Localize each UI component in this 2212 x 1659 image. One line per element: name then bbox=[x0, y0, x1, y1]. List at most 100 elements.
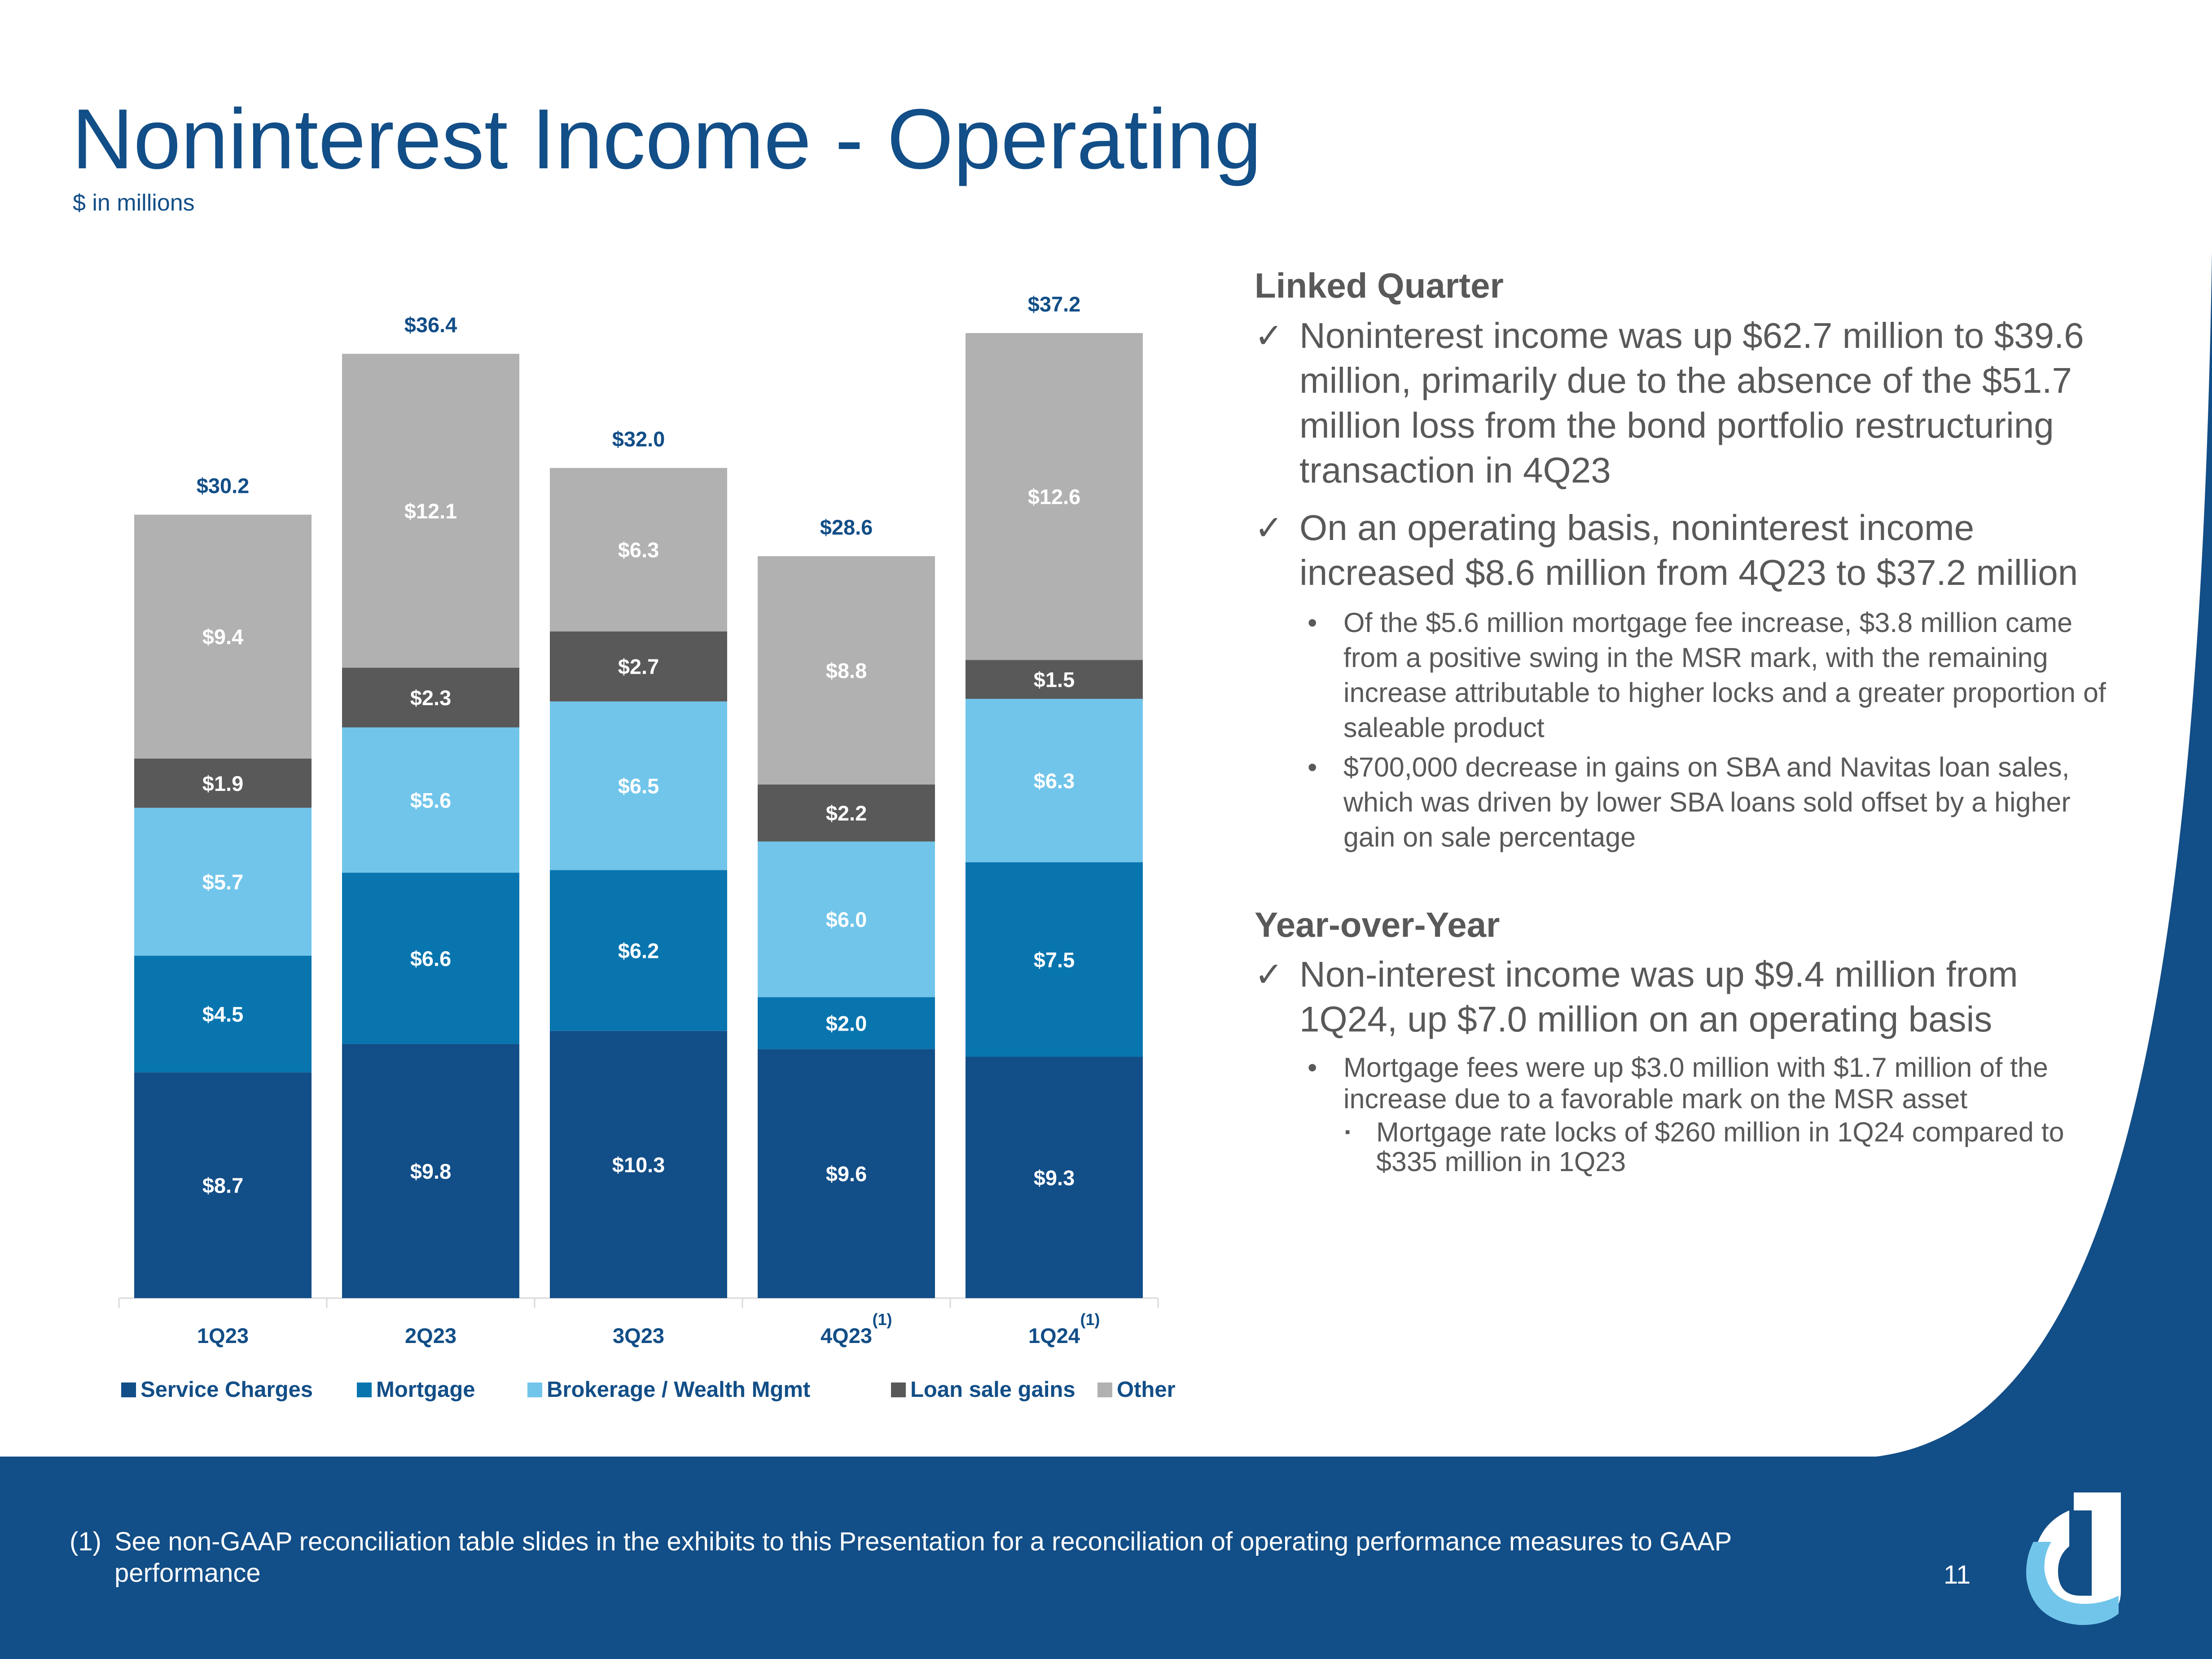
legend-item: Other bbox=[1097, 1377, 1176, 1402]
bar-segment bbox=[550, 468, 727, 632]
bar-value-label: $6.2 bbox=[618, 939, 659, 963]
bar-value-label: $6.6 bbox=[410, 947, 451, 970]
x-tick-label: 1Q23 bbox=[197, 1324, 249, 1347]
legend-item: Brokerage / Wealth Mgmt bbox=[527, 1377, 810, 1402]
footnote-text: See non-GAAP reconciliation table slides… bbox=[114, 1527, 1732, 1588]
bar-segment bbox=[758, 784, 935, 842]
bar-segment bbox=[966, 1057, 1143, 1298]
bar-value-label: $5.6 bbox=[410, 788, 451, 812]
footnote: (1) See non-GAAP reconciliation table sl… bbox=[70, 1526, 1843, 1589]
check-point: ✓ Noninterest income was up $62.7 millio… bbox=[1255, 313, 2107, 493]
bar-segment bbox=[758, 997, 935, 1049]
bullet-text: $700,000 decrease in gains on SBA and Na… bbox=[1343, 751, 2071, 852]
check-point-text: Non-interest income was up $9.4 million … bbox=[1299, 954, 2018, 1040]
bullet-point: • $700,000 decrease in gains on SBA and … bbox=[1304, 750, 2107, 855]
legend-swatch bbox=[891, 1382, 906, 1397]
footnote-number: (1) bbox=[70, 1527, 101, 1556]
footer-band bbox=[0, 1457, 2212, 1659]
bar-value-label: $1.5 bbox=[1034, 668, 1075, 692]
bullet-icon: • bbox=[1308, 1052, 1317, 1083]
bar-value-label: $8.7 bbox=[202, 1174, 243, 1198]
page-number: 11 bbox=[1944, 1560, 1971, 1589]
check-point: ✓ On an operating basis, noninterest inc… bbox=[1255, 505, 2107, 595]
bar-segment bbox=[758, 556, 935, 785]
commentary-panel: Linked Quarter ✓ Noninterest income was … bbox=[1255, 265, 2107, 1176]
legend-item: Loan sale gains bbox=[891, 1377, 1075, 1402]
square-bullet-icon: ▪ bbox=[1345, 1124, 1351, 1141]
x-tick-footnote: (1) bbox=[1080, 1310, 1100, 1329]
bar-segment bbox=[550, 701, 727, 870]
check-icon: ✓ bbox=[1255, 507, 1283, 548]
bar-segment bbox=[134, 808, 312, 956]
check-point-text: On an operating basis, noninterest incom… bbox=[1299, 507, 2078, 592]
bar-value-label: $12.1 bbox=[404, 499, 457, 523]
bullet-text: Of the $5.6 million mortgage fee increas… bbox=[1343, 607, 2106, 743]
bar-segment bbox=[966, 698, 1143, 863]
bar-value-label: $9.6 bbox=[826, 1162, 867, 1186]
bar-value-label: $2.3 bbox=[410, 686, 451, 710]
bar-segment bbox=[134, 1072, 312, 1298]
legend-item: Service Charges bbox=[121, 1377, 313, 1402]
bar-segment bbox=[342, 873, 519, 1044]
bar-segment bbox=[550, 631, 727, 702]
page-title: Noninterest Income - Operating bbox=[72, 92, 1262, 187]
check-icon: ✓ bbox=[1255, 954, 1283, 995]
check-point: ✓ Non-interest income was up $9.4 millio… bbox=[1255, 952, 2107, 1042]
x-tick-footnote: (1) bbox=[873, 1310, 892, 1329]
bar-segment bbox=[550, 1031, 727, 1298]
bar-value-label: $6.3 bbox=[1034, 769, 1075, 793]
bar-segment bbox=[342, 354, 519, 668]
legend-item: Mortgage bbox=[357, 1377, 475, 1402]
x-tick-label: 4Q23 bbox=[821, 1324, 872, 1347]
check-icon: ✓ bbox=[1255, 315, 1283, 356]
bar-value-label: $4.5 bbox=[202, 1002, 243, 1026]
legend-swatch bbox=[1097, 1382, 1112, 1397]
legend-swatch bbox=[357, 1382, 372, 1397]
bar-value-label: $5.7 bbox=[202, 870, 243, 894]
sub-bullet-point: ▪ Mortgage rate locks of $260 million in… bbox=[1342, 1117, 2107, 1176]
bar-value-label: $6.0 bbox=[826, 908, 867, 931]
bar-value-label: $1.9 bbox=[202, 772, 243, 795]
bar-segment bbox=[758, 1049, 935, 1298]
bullet-point: • Mortgage fees were up $3.0 million wit… bbox=[1304, 1052, 2107, 1115]
bar-segment bbox=[758, 841, 935, 997]
check-point-text: Noninterest income was up $62.7 million … bbox=[1299, 315, 2084, 490]
bar-total-label: $28.6 bbox=[820, 515, 873, 539]
bar-value-label: $12.6 bbox=[1028, 485, 1081, 509]
bar-value-label: $7.5 bbox=[1034, 948, 1075, 972]
bar-value-label: $9.4 bbox=[202, 625, 243, 649]
legend-label: Mortgage bbox=[376, 1378, 475, 1402]
legend-swatch bbox=[527, 1382, 542, 1397]
linked-quarter-heading: Linked Quarter bbox=[1255, 266, 1504, 305]
bar-segment bbox=[342, 1044, 519, 1298]
bar-segment bbox=[966, 333, 1143, 660]
bar-value-label: $9.3 bbox=[1034, 1166, 1075, 1189]
bar-value-label: $9.8 bbox=[410, 1159, 451, 1183]
legend-label: Other bbox=[1117, 1378, 1176, 1402]
bullet-point: • Of the $5.6 million mortgage fee incre… bbox=[1304, 605, 2107, 745]
legend-label: Service Charges bbox=[140, 1378, 313, 1402]
company-logo bbox=[2026, 1492, 2121, 1625]
year-over-year-heading: Year-over-Year bbox=[1255, 904, 1500, 944]
x-tick-label: 2Q23 bbox=[405, 1324, 456, 1347]
page-subtitle: $ in millions bbox=[73, 190, 195, 216]
bar-value-label: $2.2 bbox=[826, 801, 867, 825]
bar-segment bbox=[134, 956, 312, 1073]
bar-total-label: $36.4 bbox=[404, 313, 457, 337]
stacked-bar-chart: $8.7 $4.5 $5.7 $1.9 $9.4 $30.2 1Q23 $9.8 $6.6 $5.… bbox=[118, 292, 1159, 1347]
bar-total-label: $32.0 bbox=[612, 427, 665, 451]
bullet-text: Mortgage fees were up $3.0 million with … bbox=[1343, 1052, 2048, 1115]
bar-segment bbox=[966, 862, 1143, 1057]
bar-value-label: $6.5 bbox=[618, 774, 659, 798]
bar-value-label: $2.0 bbox=[826, 1011, 867, 1035]
bar-segment bbox=[342, 727, 519, 873]
bullet-icon: • bbox=[1308, 751, 1317, 782]
legend-label: Brokerage / Wealth Mgmt bbox=[547, 1378, 811, 1402]
legend-swatch bbox=[121, 1382, 136, 1397]
bar-value-label: $6.3 bbox=[618, 538, 659, 562]
x-tick-label: 1Q24 bbox=[1028, 1324, 1080, 1347]
bar-total-label: $37.2 bbox=[1028, 292, 1081, 316]
bar-value-label: $10.3 bbox=[612, 1153, 665, 1176]
x-tick-label: 3Q23 bbox=[613, 1324, 664, 1347]
